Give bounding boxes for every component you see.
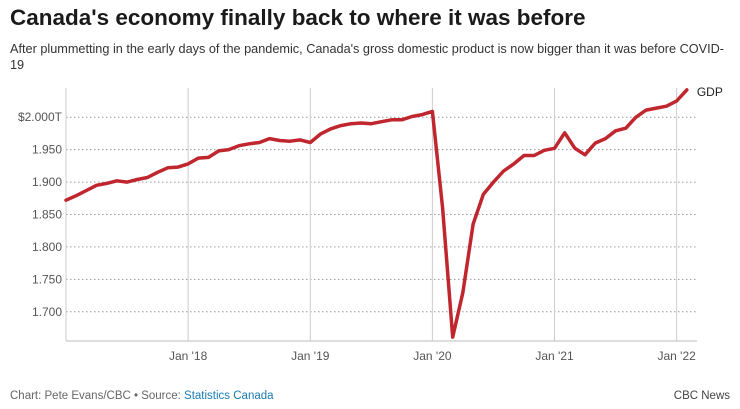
gdp-line xyxy=(64,88,689,339)
x-axis-ticks: Jan '18 Jan '19 Jan '20 Jan '21 Jan '22 xyxy=(169,349,696,363)
brand-label: CBC News xyxy=(673,390,730,402)
x-tick-label: Jan '21 xyxy=(535,349,574,363)
y-tick-label: 1.800 xyxy=(32,240,62,254)
x-tick-label: Jan '22 xyxy=(657,349,696,363)
series-group: GDP xyxy=(64,85,723,339)
y-axis-ticks: $2.000T 1.950 1.900 1.850 1.800 1.750 1.700 xyxy=(18,110,63,319)
x-tick-label: Jan '18 xyxy=(169,349,208,363)
gridlines xyxy=(65,88,697,341)
y-tick-label: 1.850 xyxy=(32,208,62,222)
source-link[interactable]: Statistics Canada xyxy=(184,390,274,402)
chart-title: Canada's economy finally back to where i… xyxy=(10,5,586,30)
series-label-gdp: GDP xyxy=(697,85,723,99)
y-tick-label: $2.000T xyxy=(18,110,63,124)
y-tick-label: 1.700 xyxy=(32,305,62,319)
footer-credit: Chart: Pete Evans/CBC • Source: Statisti… xyxy=(10,390,274,402)
x-tick-label: Jan '19 xyxy=(291,349,330,363)
y-tick-label: 1.750 xyxy=(32,272,62,286)
chart-subtitle: After plummetting in the early days of t… xyxy=(10,42,724,72)
y-tick-label: 1.900 xyxy=(32,175,62,189)
x-tick-label: Jan '20 xyxy=(413,349,452,363)
credit-text: Chart: Pete Evans/CBC • Source: xyxy=(10,390,185,402)
y-tick-label: 1.950 xyxy=(32,143,62,157)
